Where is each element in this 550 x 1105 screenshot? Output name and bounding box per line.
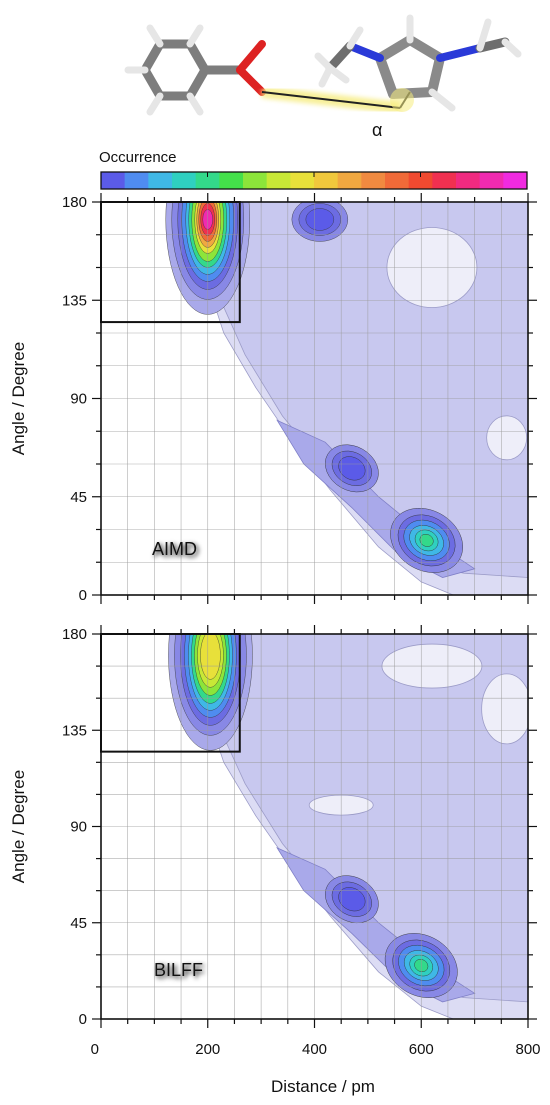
colorbar [100, 171, 528, 190]
y-tick-label: 90 [70, 819, 87, 836]
plot-area [168, 634, 528, 1019]
panel-bilff: 0 45 90 135 180 0 200 400 600 800 Angle / Degree BI… [9, 625, 541, 1058]
colorbar-swatch [101, 172, 126, 189]
colorbar-swatch [290, 172, 315, 189]
x-axis-label: Distance / pm [271, 1077, 375, 1096]
colorbar-swatch [314, 172, 339, 189]
contour-peak-2 [338, 887, 366, 912]
colorbar-swatch [337, 172, 362, 189]
colorbar-swatch [361, 172, 386, 189]
y-tick-label: 90 [70, 391, 87, 408]
y-tick-label: 135 [62, 292, 87, 309]
contour-peak-1 [419, 533, 434, 547]
colorbar-swatch [172, 172, 197, 189]
x-tick-label: 200 [195, 1041, 220, 1058]
colorbar-swatch [456, 172, 481, 189]
colorbar-swatch [243, 172, 268, 189]
colorbar-swatch [195, 172, 220, 189]
y-tick-label: 45 [70, 489, 87, 506]
colorbar-swatch [148, 172, 173, 189]
x-tick-label: 800 [515, 1041, 540, 1058]
contour-peak-3 [305, 208, 335, 231]
y-axis-label: Angle / Degree [9, 770, 28, 883]
colorbar-swatch [479, 172, 504, 189]
panel-label: AIMD [152, 539, 197, 559]
contour-plateau [481, 673, 528, 745]
colorbar-swatch [408, 172, 433, 189]
colorbar-swatch [385, 172, 410, 189]
panel-label: BILFF [154, 960, 203, 980]
y-tick-label: 180 [62, 194, 87, 211]
x-tick-label: 400 [302, 1041, 327, 1058]
y-tick-label: 135 [62, 722, 87, 739]
contour-plateau [486, 415, 528, 461]
y-tick-label: 45 [70, 915, 87, 932]
colorbar-swatch [432, 172, 457, 189]
contour-peak-2 [338, 456, 366, 481]
colorbar-swatch [219, 172, 244, 189]
x-tick-label: 600 [409, 1041, 434, 1058]
contour-peak-0 [200, 634, 221, 680]
panel-label-shadow: AIMD [154, 541, 199, 561]
angle-symbol: α [372, 120, 382, 140]
panel-label-shadow: BILFF [156, 962, 205, 982]
colorbar-swatch [266, 172, 291, 189]
x-tick-label: 0 [91, 1041, 99, 1058]
colorbar-swatch [503, 172, 528, 189]
y-tick-label: 180 [62, 626, 87, 643]
y-axis-label: Angle / Degree [9, 342, 28, 455]
colorbar-swatch [124, 172, 149, 189]
colorbar-label: Occurrence [99, 149, 177, 166]
y-tick-label: 0 [79, 1011, 87, 1028]
y-tick-label: 0 [79, 587, 87, 604]
molecule-illustration: α [124, 14, 522, 140]
plot-area [165, 202, 528, 595]
